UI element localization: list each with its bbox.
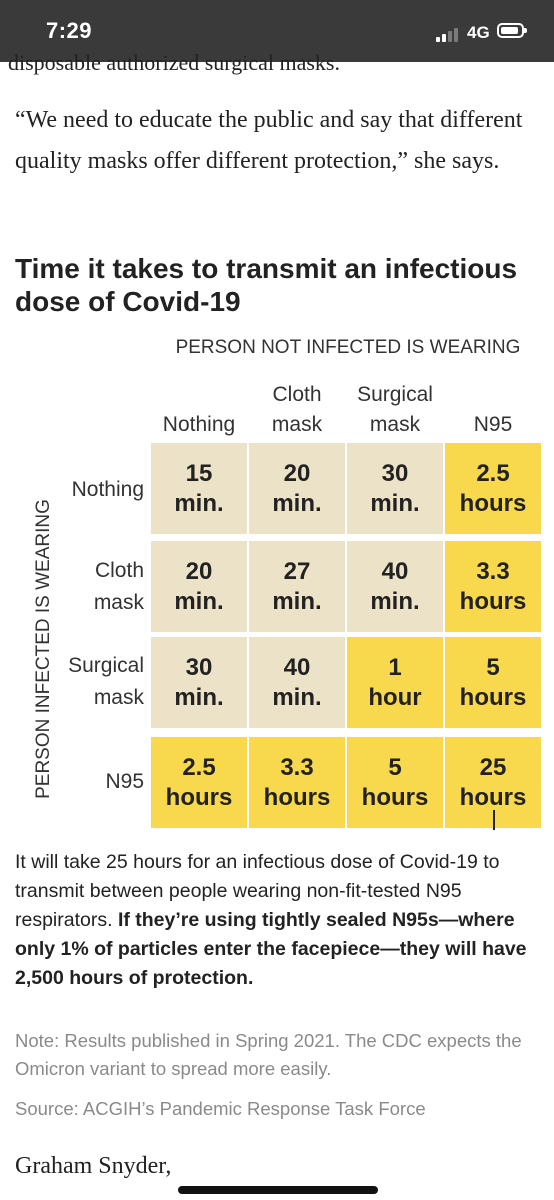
cell-unit: hours <box>361 783 429 811</box>
column-label-line2: mask <box>271 413 323 436</box>
grid-cell: 3.3 hours <box>445 541 541 632</box>
cell-unit: min. <box>272 587 322 615</box>
cell-value: 30 <box>381 459 409 487</box>
grid-cell: 2.5 hours <box>151 737 247 828</box>
cell-value: 30 <box>185 653 213 681</box>
row-label-line1: Nothing <box>71 477 144 501</box>
column-label: Cloth mask <box>249 378 345 440</box>
grid-cell: 20 min. <box>249 443 345 534</box>
callout-plain: It will take 25 hours for an infectious … <box>15 851 500 931</box>
column-label: Surgical mask <box>347 378 443 440</box>
cell-value: 5 <box>388 753 402 781</box>
cell-unit: hour <box>368 683 422 711</box>
column-label-line1: Surgical <box>357 383 433 406</box>
grid-cell: 27 min. <box>249 541 345 632</box>
grid-cell: 40 min. <box>347 541 443 632</box>
cell-unit: min. <box>174 489 224 517</box>
cell-unit: hours <box>263 783 331 811</box>
cell-value: 25 <box>479 753 507 781</box>
grid-cell: 30 min. <box>347 443 443 534</box>
battery-icon <box>497 23 527 38</box>
cell-value: 5 <box>486 653 500 681</box>
column-label: Nothing <box>151 378 247 440</box>
article-previous-line: disposable authorized surgical masks. <box>8 50 340 75</box>
grid-cell: 20 min. <box>151 541 247 632</box>
column-label-line2: mask <box>369 413 421 436</box>
article-quote: “We need to educate the public and say t… <box>15 107 523 174</box>
cell-value: 15 <box>185 459 213 487</box>
network-type: 4G <box>467 23 490 42</box>
row-label: Cloth mask <box>40 541 144 632</box>
cell-value: 3.3 <box>476 557 510 585</box>
column-label: N95 <box>445 378 541 440</box>
row-label: Nothing <box>40 444 144 535</box>
cell-value: 40 <box>283 653 311 681</box>
home-indicator[interactable] <box>178 1186 378 1194</box>
row-label-line2: mask <box>93 590 144 614</box>
row-label-line1: Cloth <box>94 558 144 582</box>
graphic-note: Note: Results published in Spring 2021. … <box>15 1030 522 1079</box>
grid-cell: 3.3 hours <box>249 737 345 828</box>
cell-unit: min. <box>272 683 322 711</box>
cell-unit: min. <box>370 489 420 517</box>
grid-cell: 5 hours <box>445 637 541 728</box>
cellular-signal-icon <box>436 26 466 42</box>
grid-cell: 5 hours <box>347 737 443 828</box>
callout-text: It will take 25 hours for an infectious … <box>15 848 545 993</box>
callout-pointer-line <box>493 810 495 830</box>
grid-cell: 1 hour <box>347 637 443 728</box>
cell-value: 2.5 <box>182 753 216 781</box>
cell-unit: hours <box>459 783 527 811</box>
grid-cell: 30 min. <box>151 637 247 728</box>
cell-unit: min. <box>174 683 224 711</box>
row-label: Surgical mask <box>40 636 144 727</box>
status-time: 7:29 <box>46 18 93 43</box>
cell-unit: hours <box>459 683 527 711</box>
column-label-line2: N95 <box>473 413 513 436</box>
article-byline: Graham Snyder, <box>15 1153 172 1179</box>
cell-value: 2.5 <box>476 459 510 487</box>
cell-unit: min. <box>272 489 322 517</box>
row-label: N95 <box>40 736 144 827</box>
column-label-line2: Nothing <box>162 413 236 436</box>
callout-bold: If they’re using tightly sealed N95s—whe… <box>15 909 527 989</box>
cell-unit: min. <box>174 587 224 615</box>
row-label-line1: N95 <box>105 769 144 793</box>
cell-unit: hours <box>165 783 233 811</box>
cell-value: 27 <box>283 557 311 585</box>
cell-unit: min. <box>370 587 420 615</box>
cell-value: 40 <box>381 557 409 585</box>
cell-value: 3.3 <box>280 753 314 781</box>
column-label-line1: Cloth <box>272 383 322 406</box>
grid-cell: 2.5 hours <box>445 443 541 534</box>
grid-cell: 15 min. <box>151 443 247 534</box>
cell-unit: hours <box>459 489 527 517</box>
row-label-line1: Surgical <box>68 653 144 677</box>
graphic-source: Source: ACGIH’s Pandemic Response Task F… <box>15 1098 426 1119</box>
cell-value: 20 <box>283 459 311 487</box>
cell-unit: hours <box>459 587 527 615</box>
column-heading: PERSON NOT INFECTED IS WEARING <box>175 337 521 358</box>
cell-value: 20 <box>185 557 213 585</box>
graphic-title: Time it takes to transmit an infectious … <box>15 253 518 317</box>
status-bar: 7:29 4G <box>0 0 554 62</box>
cell-value: 1 <box>388 653 402 681</box>
grid-cell: 40 min. <box>249 637 345 728</box>
row-label-line2: mask <box>93 685 144 709</box>
